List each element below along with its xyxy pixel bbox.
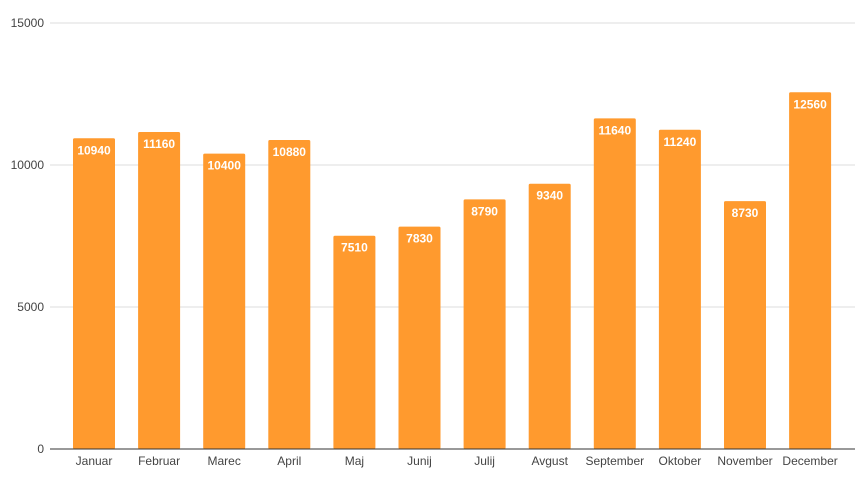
y-axis: 0 5000 10000 15000 — [11, 16, 45, 456]
bar-april — [268, 140, 311, 449]
bars — [73, 92, 832, 450]
data-label: 11160 — [143, 137, 175, 151]
x-tick-label: Januar — [76, 454, 113, 468]
y-tick-label: 15000 — [11, 16, 45, 30]
x-tick-label: April — [277, 454, 301, 468]
bar-november — [724, 201, 766, 449]
bar-september — [593, 118, 636, 449]
bar-avgust — [528, 183, 571, 449]
bar-februar — [138, 132, 181, 449]
data-label: 10400 — [208, 159, 242, 173]
data-label: 10880 — [273, 145, 307, 159]
data-label: 7510 — [341, 241, 368, 255]
bar-junij — [398, 226, 441, 449]
data-label: 7830 — [406, 232, 433, 246]
data-label: 11640 — [598, 123, 631, 137]
data-label: 8790 — [471, 204, 498, 218]
y-tick-label: 5000 — [17, 300, 44, 314]
bar-marec — [203, 153, 246, 449]
y-tick-label: 10000 — [11, 158, 45, 172]
x-tick-label: December — [782, 454, 837, 468]
bar-december — [789, 92, 832, 450]
data-labels: 10940 11160 10400 10880 7510 7830 8790 9340 1164… — [77, 97, 827, 254]
data-label: 11240 — [664, 135, 697, 149]
x-tick-label: Februar — [138, 454, 180, 468]
x-tick-label: Marec — [208, 454, 241, 468]
y-tick-label: 0 — [37, 442, 44, 456]
x-tick-label: November — [717, 454, 772, 468]
gridlines — [50, 22, 855, 308]
x-tick-label: Julij — [474, 454, 495, 468]
bar-januar — [73, 138, 115, 449]
x-tick-label: September — [585, 454, 644, 468]
data-label: 9340 — [536, 189, 563, 203]
data-label: 10940 — [77, 143, 111, 157]
bar-maj — [333, 235, 376, 449]
bar-oktober — [658, 129, 701, 449]
x-tick-label: Avgust — [531, 454, 568, 468]
data-label: 8730 — [732, 206, 759, 220]
bar-julij — [463, 199, 506, 449]
x-tick-label: Maj — [345, 454, 364, 468]
data-label: 12560 — [793, 97, 827, 111]
x-tick-label: Junij — [407, 454, 432, 468]
x-tick-label: Oktober — [659, 454, 702, 468]
x-axis: Januar Februar Marec April Maj Junij Julij Avgu… — [50, 448, 855, 468]
